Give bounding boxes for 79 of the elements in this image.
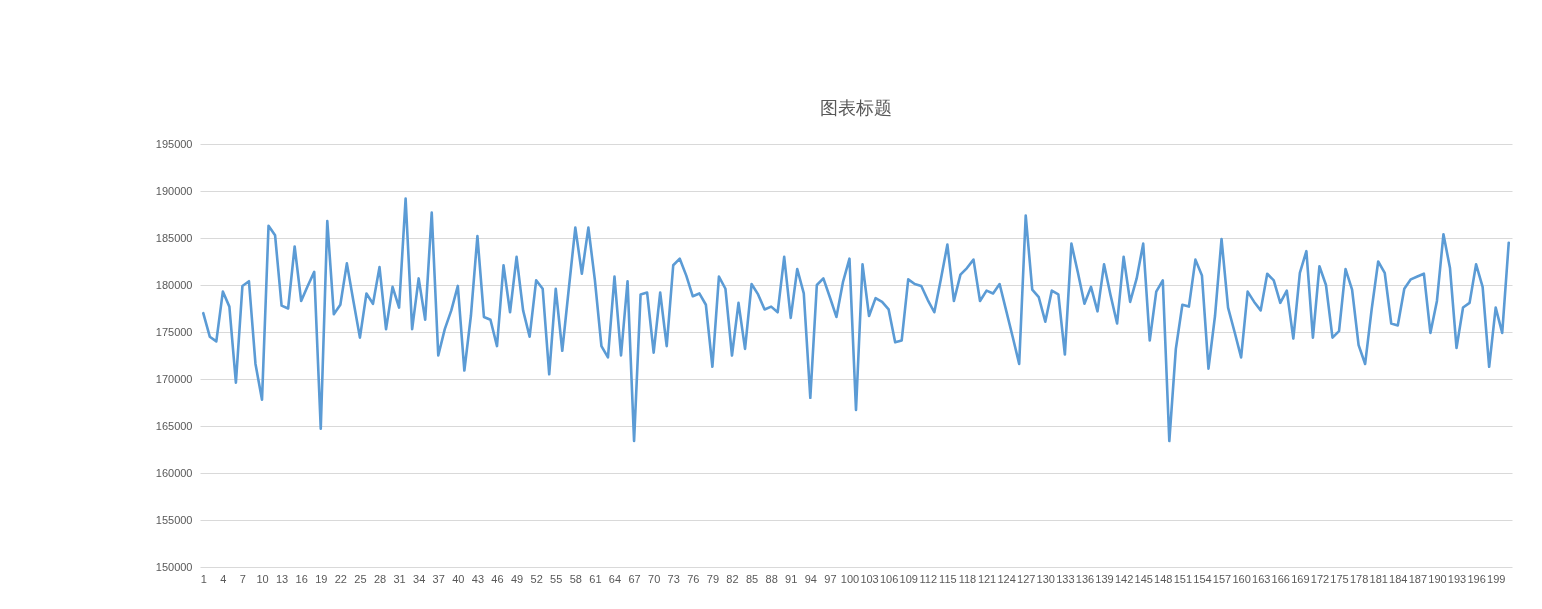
x-tick-label: 70 bbox=[648, 572, 661, 585]
x-tick-label: 184 bbox=[1389, 572, 1408, 585]
x-tick-label: 178 bbox=[1349, 572, 1369, 585]
x-tick-label: 181 bbox=[1369, 572, 1388, 585]
x-tick-label: 52 bbox=[530, 572, 543, 585]
x-tick-label: 124 bbox=[997, 572, 1016, 585]
x-tick-label: 112 bbox=[919, 572, 938, 585]
x-tick-label: 34 bbox=[413, 572, 426, 585]
x-tick-label: 118 bbox=[958, 572, 977, 585]
x-tick-label: 37 bbox=[432, 572, 445, 585]
x-tick-label: 103 bbox=[860, 572, 879, 585]
x-tick-label: 13 bbox=[275, 572, 289, 585]
x-tick-label: 88 bbox=[765, 572, 778, 585]
x-tick-label: 61 bbox=[589, 572, 602, 585]
x-tick-label: 73 bbox=[667, 572, 680, 585]
y-tick-label: 195000 bbox=[155, 137, 193, 150]
x-tick-label: 64 bbox=[608, 572, 622, 585]
x-tick-label: 166 bbox=[1271, 572, 1290, 585]
x-tick-label: 160 bbox=[1232, 572, 1251, 585]
x-tick-label: 115 bbox=[939, 572, 957, 585]
x-tick-label: 142 bbox=[1114, 572, 1134, 585]
x-tick-label: 10 bbox=[256, 572, 269, 585]
x-tick-label: 148 bbox=[1154, 572, 1173, 585]
x-tick-label: 40 bbox=[452, 572, 465, 585]
x-tick-label: 4 bbox=[220, 572, 227, 585]
x-tick-label: 100 bbox=[840, 572, 860, 585]
x-tick-label: 43 bbox=[471, 572, 485, 585]
x-tick-label: 163 bbox=[1252, 572, 1271, 585]
x-tick-label: 49 bbox=[510, 572, 524, 585]
x-tick-label: 1 bbox=[200, 572, 207, 585]
y-tick-label: 180000 bbox=[155, 278, 193, 291]
y-tick-label: 185000 bbox=[155, 231, 193, 244]
x-tick-label: 85 bbox=[745, 572, 759, 585]
x-tick-label: 145 bbox=[1134, 572, 1153, 585]
x-tick-label: 7 bbox=[239, 572, 246, 585]
x-tick-label: 109 bbox=[899, 572, 918, 585]
y-tick-label: 165000 bbox=[155, 419, 193, 432]
x-tick-label: 154 bbox=[1193, 572, 1212, 585]
x-tick-label: 46 bbox=[491, 572, 504, 585]
x-tick-label: 28 bbox=[373, 572, 387, 585]
x-tick-label: 25 bbox=[354, 572, 367, 585]
x-tick-label: 187 bbox=[1408, 572, 1428, 585]
x-tick-label: 22 bbox=[334, 572, 347, 585]
y-tick-label: 160000 bbox=[155, 466, 193, 479]
chart-title: 图表标题 bbox=[820, 97, 892, 118]
y-tick-label: 175000 bbox=[155, 325, 193, 338]
x-tick-label: 121 bbox=[977, 572, 997, 585]
x-tick-label: 133 bbox=[1056, 572, 1075, 585]
x-tick-label: 172 bbox=[1310, 572, 1330, 585]
x-tick-label: 169 bbox=[1291, 572, 1310, 585]
x-tick-label: 130 bbox=[1036, 572, 1055, 585]
x-tick-label: 91 bbox=[785, 572, 798, 585]
x-tick-label: 31 bbox=[393, 572, 406, 585]
x-tick-label: 79 bbox=[706, 572, 720, 585]
x-tick-label: 199 bbox=[1487, 572, 1506, 585]
x-tick-label: 67 bbox=[628, 572, 641, 585]
y-tick-label: 170000 bbox=[155, 372, 193, 385]
x-tick-label: 97 bbox=[824, 572, 837, 585]
y-tick-label: 190000 bbox=[155, 184, 193, 197]
x-tick-label: 94 bbox=[804, 572, 817, 585]
x-tick-label: 58 bbox=[569, 572, 582, 585]
x-tick-label: 193 bbox=[1447, 572, 1467, 585]
y-tick-label: 150000 bbox=[155, 560, 193, 573]
x-tick-label: 139 bbox=[1095, 572, 1114, 585]
line-series bbox=[201, 197, 1511, 443]
x-tick-label: 55 bbox=[550, 572, 563, 585]
x-tick-label: 127 bbox=[1017, 572, 1036, 585]
x-tick-label: 157 bbox=[1212, 572, 1232, 585]
x-tick-label: 175 bbox=[1330, 572, 1349, 585]
x-tick-label: 196 bbox=[1467, 572, 1486, 585]
x-tick-label: 16 bbox=[295, 572, 308, 585]
x-tick-label: 76 bbox=[687, 572, 700, 585]
y-tick-label: 155000 bbox=[155, 513, 193, 526]
x-tick-label: 19 bbox=[315, 572, 328, 585]
x-tick-label: 136 bbox=[1075, 572, 1095, 585]
x-tick-label: 82 bbox=[726, 572, 739, 585]
x-tick-label: 190 bbox=[1428, 572, 1447, 585]
x-tick-label: 151 bbox=[1173, 572, 1193, 585]
x-tick-label: 106 bbox=[879, 572, 899, 585]
